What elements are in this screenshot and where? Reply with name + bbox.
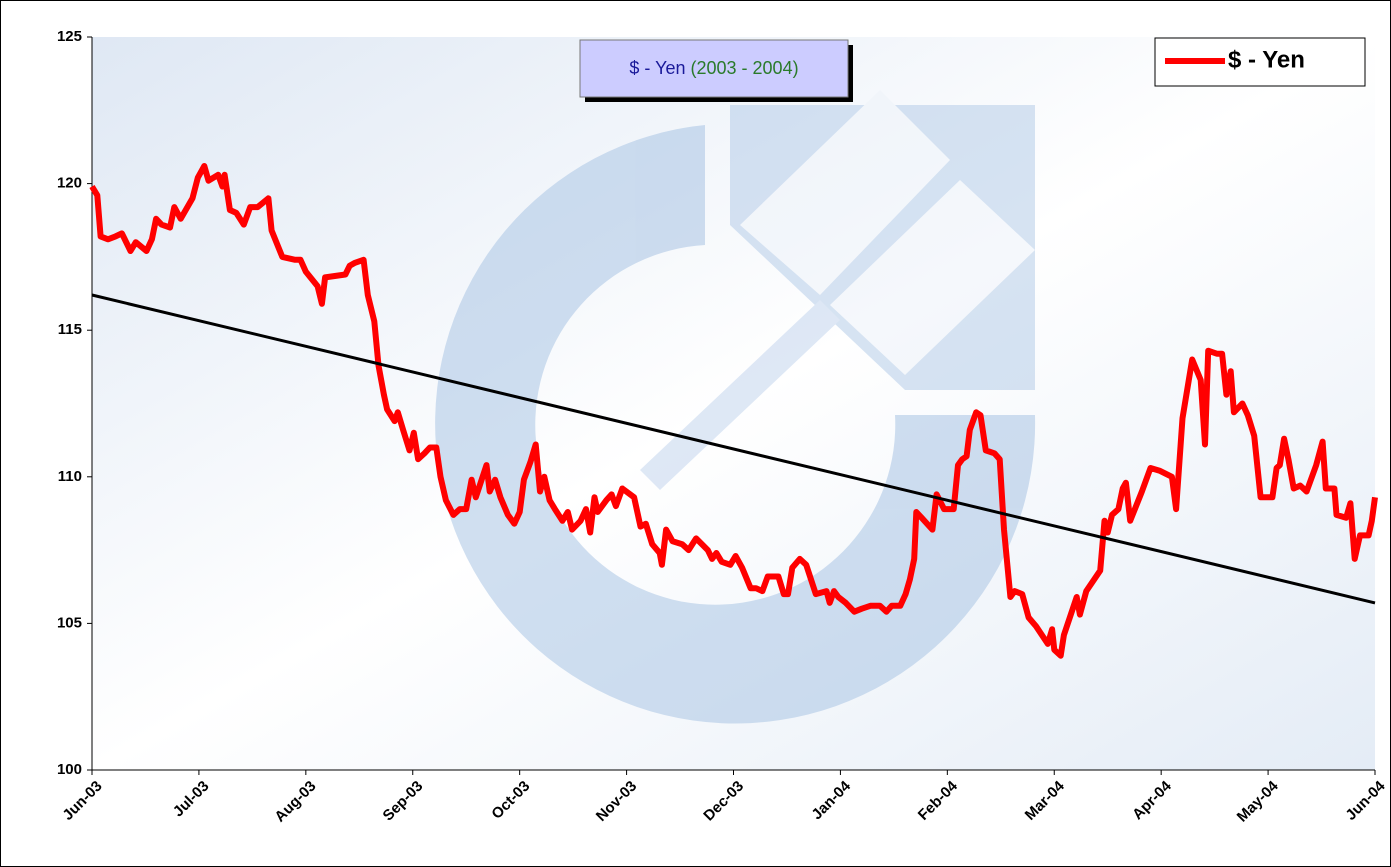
y-tick-label: 125 — [57, 28, 82, 45]
line-series — [89, 163, 1378, 659]
y-tick-label: 115 — [58, 321, 82, 338]
title-years: (2003 - 2004) — [691, 58, 799, 78]
title-background — [579, 39, 849, 98]
watermark — [435, 90, 1036, 724]
title-main: $ - Yen — [629, 58, 685, 78]
title-box: $ - Yen (2003 - 2004) — [579, 39, 853, 102]
y-tick-label: 105 — [57, 614, 82, 631]
legend: $ - Yen — [1154, 37, 1366, 87]
trend-line — [91, 293, 1376, 605]
y-tick-label: 120 — [57, 175, 82, 192]
y-tick-label: 100 — [57, 761, 82, 778]
legend-label: $ - Yen — [1228, 46, 1305, 73]
y-tick-label: 110 — [58, 468, 82, 485]
title: $ - Yen (2003 - 2004) — [629, 58, 798, 78]
